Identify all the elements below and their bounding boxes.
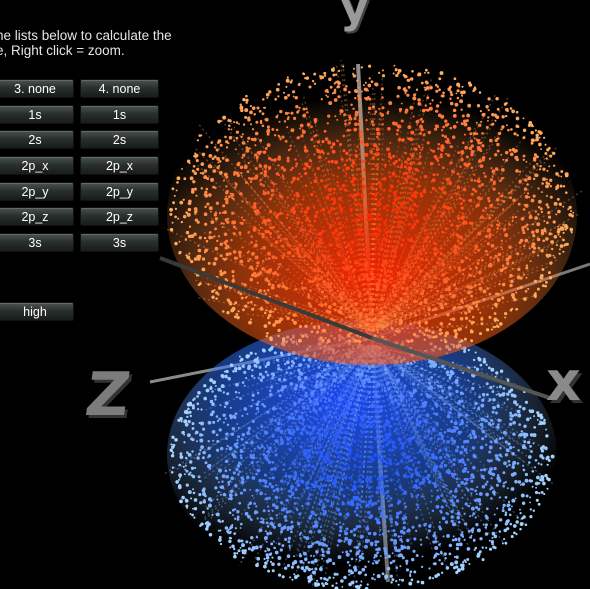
- list3-item-1s[interactable]: 1s: [0, 105, 74, 124]
- x-axis-line: [371, 336, 551, 400]
- negative-lobe: [163, 320, 557, 589]
- list4-item-1s[interactable]: 1s: [80, 105, 159, 124]
- list3-item-2p-x[interactable]: 2p_x: [0, 156, 74, 175]
- list4-header-button[interactable]: 4. none: [80, 79, 159, 98]
- x-axis-line-back: [159, 256, 373, 340]
- quality-high-button[interactable]: high: [0, 302, 74, 321]
- positive-lobe: [163, 59, 583, 367]
- list4-item-2p-y[interactable]: 2p_y: [80, 182, 159, 201]
- x-axis-label: x: [546, 350, 581, 413]
- list4-item-2s[interactable]: 2s: [80, 130, 159, 149]
- instructions-text: he lists below to calculate the e, Right…: [0, 28, 196, 58]
- axes-front: [159, 256, 551, 400]
- list4-item-3s[interactable]: 3s: [80, 233, 159, 252]
- list4-item-2p-x[interactable]: 2p_x: [80, 156, 159, 175]
- instructions-line-2: e, Right click = zoom.: [0, 43, 125, 58]
- list3-item-2s[interactable]: 2s: [0, 130, 74, 149]
- list3-item-3s[interactable]: 3s: [0, 233, 74, 252]
- y-axis-label: y: [340, 0, 369, 33]
- list3-item-2p-z[interactable]: 2p_z: [0, 207, 74, 226]
- z-axis-label: Z: [81, 360, 135, 430]
- instructions-line-1: he lists below to calculate the: [0, 28, 172, 43]
- list3-item-2p-y[interactable]: 2p_y: [0, 182, 74, 201]
- list4-item-2p-z[interactable]: 2p_z: [80, 207, 159, 226]
- positive-lobe-glow: [167, 65, 577, 365]
- list3-header-button[interactable]: 3. none: [0, 79, 74, 98]
